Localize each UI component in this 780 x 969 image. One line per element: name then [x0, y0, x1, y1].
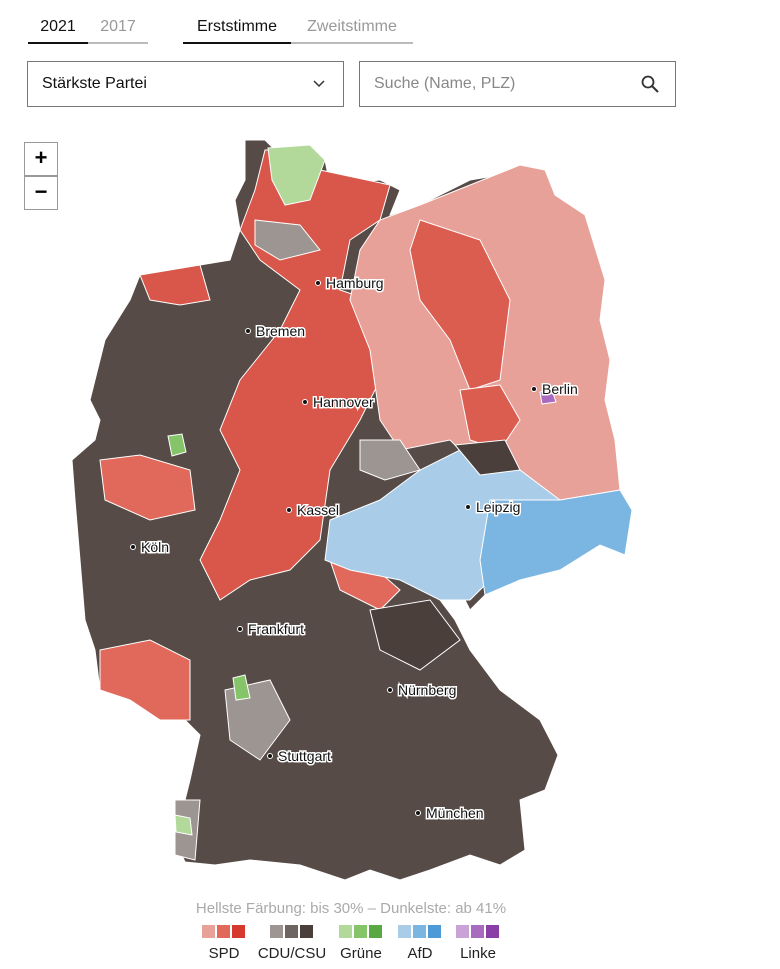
search-box[interactable]: Suche (Name, PLZ)	[359, 61, 676, 107]
legend-swatch	[202, 925, 215, 938]
city-dot	[315, 280, 321, 286]
chevron	[313, 80, 325, 88]
city-label: Berlin	[542, 381, 578, 397]
legend-swatch	[428, 925, 441, 938]
city-label: Frankfurt	[248, 621, 304, 637]
legend-swatch	[486, 925, 499, 938]
region-gruene[interactable]	[267, 144, 326, 206]
city-dot	[130, 544, 136, 550]
region-gruene[interactable]	[167, 433, 187, 457]
dropdown-label: Stärkste Partei	[42, 75, 147, 92]
region-gruene[interactable]	[232, 674, 251, 701]
legend-label: Linke	[460, 945, 496, 962]
region-spd[interactable]	[199, 149, 391, 601]
legend-swatch	[300, 925, 313, 938]
region-gruene[interactable]	[174, 814, 193, 836]
region-spd[interactable]	[99, 454, 196, 521]
search-icon	[641, 75, 659, 93]
legend-label: SPD	[209, 945, 240, 962]
city-dot	[267, 753, 273, 759]
region-cdu-light[interactable]	[254, 219, 321, 261]
legend-swatch	[232, 925, 245, 938]
region-spd[interactable]	[99, 639, 191, 721]
legend-swatch	[354, 925, 367, 938]
legend-swatch	[339, 925, 352, 938]
city-label: Hannover	[313, 394, 374, 410]
region-cdu-light[interactable]	[224, 679, 291, 761]
city-label: Stuttgart	[278, 748, 331, 764]
legend-swatch	[471, 925, 484, 938]
city-dot	[286, 507, 292, 513]
region-spd[interactable]	[459, 384, 521, 451]
city-dot	[465, 504, 471, 510]
dropdown[interactable]: Stärkste Partei	[27, 61, 344, 107]
region-spd[interactable]	[139, 264, 211, 306]
legend-swatch	[369, 925, 382, 938]
city-label: Kassel	[297, 502, 339, 518]
city-dot	[531, 386, 537, 392]
region-linke[interactable]	[539, 389, 557, 405]
region-cdu-light[interactable]	[359, 439, 421, 481]
city-label: Köln	[141, 539, 169, 555]
tab-year[interactable]: 2017	[88, 18, 148, 44]
city-label: Hamburg	[326, 275, 384, 291]
city-dot	[237, 626, 243, 632]
legend-swatch	[270, 925, 283, 938]
zoom-out[interactable]: −	[24, 176, 58, 210]
region-cdu[interactable]	[454, 439, 521, 476]
search-placeholder: Suche (Name, PLZ)	[374, 75, 516, 92]
region-cdu[interactable]	[369, 599, 461, 671]
legend-swatch	[285, 925, 298, 938]
city-dot	[387, 687, 393, 693]
region-afd[interactable]	[479, 489, 633, 596]
city-labels: Hamburg Bremen Hannover Berlin Kassel Leipzig…	[130, 274, 579, 823]
tab-vote[interactable]: Zweitstimme	[291, 18, 413, 44]
tab-year[interactable]: 2021	[28, 18, 88, 44]
city-label: Leipzig	[476, 499, 520, 515]
legend-swatch	[398, 925, 411, 938]
city-label: München	[426, 805, 484, 821]
city-dot	[245, 328, 251, 334]
tab-vote[interactable]: Erststimme	[183, 18, 291, 44]
legend-label: CDU/CSU	[258, 945, 326, 962]
legend-swatch	[413, 925, 426, 938]
city-dot	[302, 399, 308, 405]
zoom-in[interactable]: +	[24, 142, 58, 176]
legend-note: Hellste Färbung: bis 30% – Dunkelste: ab…	[196, 900, 506, 917]
city-label: Nürnberg	[398, 682, 456, 698]
legend: SPD CDU/CSU Grüne AfD Linke	[202, 925, 499, 962]
city-dot	[415, 810, 421, 816]
legend-swatch	[456, 925, 469, 938]
legend-label: AfD	[407, 945, 432, 962]
legend-label: Grüne	[340, 945, 382, 962]
legend-swatch	[217, 925, 230, 938]
city-label: Bremen	[256, 323, 305, 339]
regions	[71, 139, 633, 881]
